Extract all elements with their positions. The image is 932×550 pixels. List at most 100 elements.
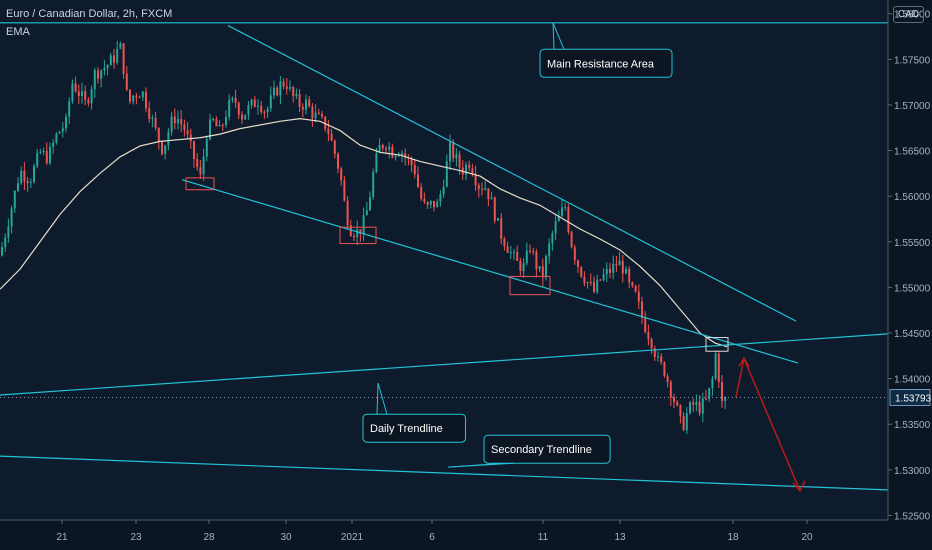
annotation-pointer [376,383,379,415]
trendline-4 [181,179,799,364]
candle-body [644,317,647,333]
ema-line [0,117,728,348]
candle-body [225,117,227,125]
candle-body [701,398,704,414]
candle-body [266,108,269,113]
candle-body [113,55,115,63]
candle-body [372,171,375,198]
candle-body [676,401,679,406]
price-tick-label: 1.56000 [894,192,931,203]
candle-body [218,124,221,127]
candle-body [189,134,192,142]
candle-body [17,183,19,191]
candle-body [119,43,122,49]
time-tick-label: 6 [429,532,435,543]
candle-body [500,218,503,239]
candle-body [641,301,643,318]
candle-body [631,282,634,286]
trendline-1 [0,333,889,396]
price-tick-label: 1.57500 [894,55,931,66]
candle-body [391,146,394,158]
candle-body [42,150,45,152]
candle-body [183,124,186,131]
candle-body [679,405,682,416]
price-tick-label: 1.58000 [894,10,931,21]
currency-badge[interactable]: CAD [892,6,924,23]
candle-body [452,141,455,159]
annotation-box [483,434,611,464]
candle-body [26,181,29,184]
candle-body [548,243,551,257]
candle-body [97,70,99,79]
symbol-legend[interactable]: Euro / Canadian Dollar, 2h, FXCM [6,8,173,20]
candle-body [132,95,135,102]
candle-body [45,150,48,164]
candle-body [660,356,663,363]
candle-body [516,251,519,261]
candle-body [388,146,391,150]
annotation-pointer [447,462,515,468]
candle-body [10,208,13,227]
time-axis-bg [0,520,932,550]
candle-body [353,235,355,238]
candle-body [698,401,701,414]
candle-body [503,238,506,247]
candle-body [260,105,263,112]
candle-body [481,189,483,191]
candle-body [410,158,413,165]
candle-body [317,112,320,115]
candle-body [282,81,285,87]
candle-body [141,91,144,98]
candle-body [436,201,439,208]
candle-body [561,207,563,216]
candle-body [298,94,301,107]
annotation-label: Main Resistance Area [547,58,655,70]
candle-body [65,116,67,129]
candle-body [202,156,205,175]
candle-body [458,154,461,168]
candle-body [404,153,407,158]
candle-body [618,260,621,266]
candle-body [596,279,599,292]
candle-body [333,140,336,155]
candle-body [4,237,7,248]
candle-body [237,102,240,115]
candle-body [247,105,250,115]
candle-body [714,353,717,379]
candle-body [506,246,509,253]
candle-body [151,117,154,119]
candle-body [49,146,51,164]
candle-body [228,99,231,118]
candle-body [570,232,573,248]
candle-body [589,282,592,284]
candle-body [468,164,471,169]
candle-body [474,174,477,186]
candle-body [289,86,291,89]
projection-arrowhead-up [738,357,750,367]
candle-body [84,91,87,100]
candle-body [525,250,528,264]
price-tick-label: 1.53500 [894,420,931,431]
candle-body [327,128,330,134]
candle-body [244,114,247,120]
candle-body [154,117,157,128]
trendline-2 [0,455,889,491]
candle-body [602,274,605,280]
candle-body [330,133,333,141]
candle-body [423,198,426,203]
annotation-label: Secondary Trendline [491,444,592,456]
candle-body [573,247,576,261]
candle-body [657,356,659,358]
annotation-pointer [552,22,555,50]
candle-body [145,91,147,109]
candle-body [205,139,208,157]
candle-body [365,210,368,216]
price-tick-label: 1.55000 [894,283,931,294]
highlight-box-0 [185,177,215,191]
candle-body [29,182,32,184]
candle-body [93,70,96,90]
annotation-pointer [377,383,388,415]
indicator-legend[interactable]: EMA [6,26,30,38]
